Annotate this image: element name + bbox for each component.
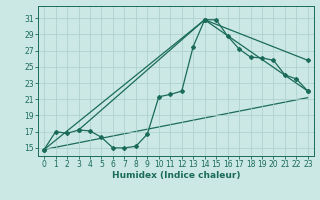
X-axis label: Humidex (Indice chaleur): Humidex (Indice chaleur) (112, 171, 240, 180)
